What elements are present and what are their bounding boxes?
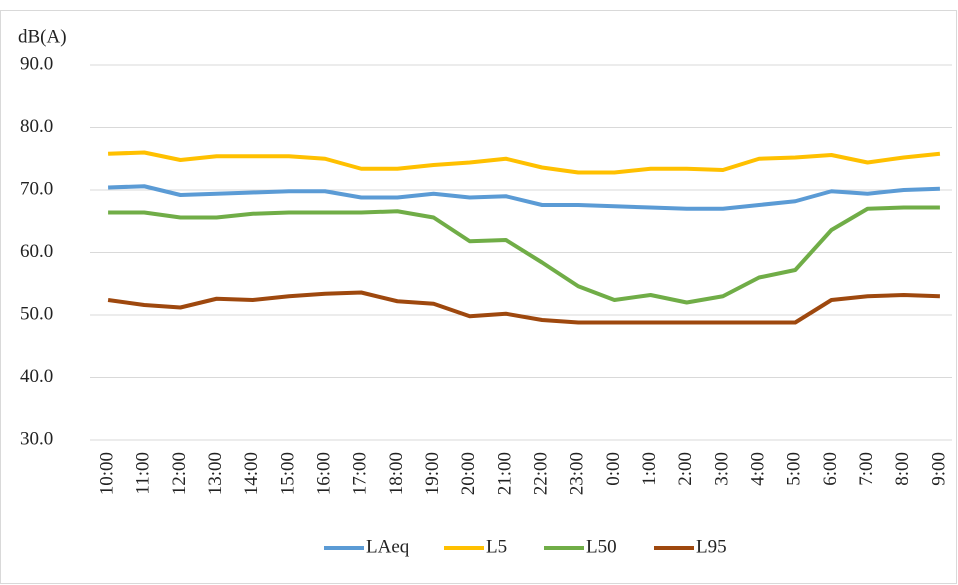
y-tick-label: 40.0	[20, 366, 53, 387]
x-tick-label: 4:00	[747, 452, 768, 486]
x-tick-label: 17:00	[350, 452, 371, 495]
y-axis-label: dB(A)	[18, 26, 67, 47]
x-tick-label: 3:00	[711, 452, 732, 486]
y-tick-label: 50.0	[20, 303, 53, 324]
series-line	[108, 184, 940, 211]
x-tick-label: 0:00	[603, 452, 624, 486]
series-line	[107, 290, 940, 325]
legend-label: LAeq	[366, 536, 410, 557]
x-tick-label: 18:00	[386, 452, 407, 495]
legend-label: L95	[696, 536, 727, 557]
x-tick-label: 16:00	[313, 452, 334, 495]
x-tick-label: 20:00	[458, 452, 479, 495]
x-tick-label: 9:00	[928, 452, 949, 486]
x-tick-label: 1:00	[639, 452, 660, 486]
x-tick-label: 15:00	[277, 452, 298, 495]
x-tick-label: 12:00	[169, 452, 190, 495]
legend-label: L50	[586, 536, 617, 557]
x-tick-label: 11:00	[133, 452, 154, 495]
y-tick-label: 80.0	[20, 116, 53, 137]
x-tick-label: 10:00	[96, 452, 117, 495]
x-tick-label: 7:00	[856, 452, 877, 486]
x-tick-label: 19:00	[422, 452, 443, 495]
legend-label: L5	[486, 536, 507, 557]
x-tick-label: 23:00	[567, 452, 588, 495]
x-tick-label: 5:00	[784, 452, 805, 486]
y-tick-label: 90.0	[20, 53, 53, 74]
x-tick-label: 2:00	[675, 452, 696, 486]
y-tick-label: 70.0	[20, 178, 53, 199]
series-line	[108, 150, 941, 175]
series-line	[108, 205, 940, 305]
y-tick-label: 60.0	[20, 241, 53, 262]
x-tick-label: 22:00	[530, 452, 551, 495]
x-tick-label: 21:00	[494, 452, 515, 495]
y-tick-label: 30.0	[20, 428, 53, 449]
x-tick-label: 14:00	[241, 452, 262, 495]
x-tick-label: 13:00	[205, 452, 226, 495]
chart-border	[0, 10, 957, 584]
x-tick-label: 8:00	[892, 452, 913, 486]
x-tick-label: 6:00	[820, 452, 841, 486]
